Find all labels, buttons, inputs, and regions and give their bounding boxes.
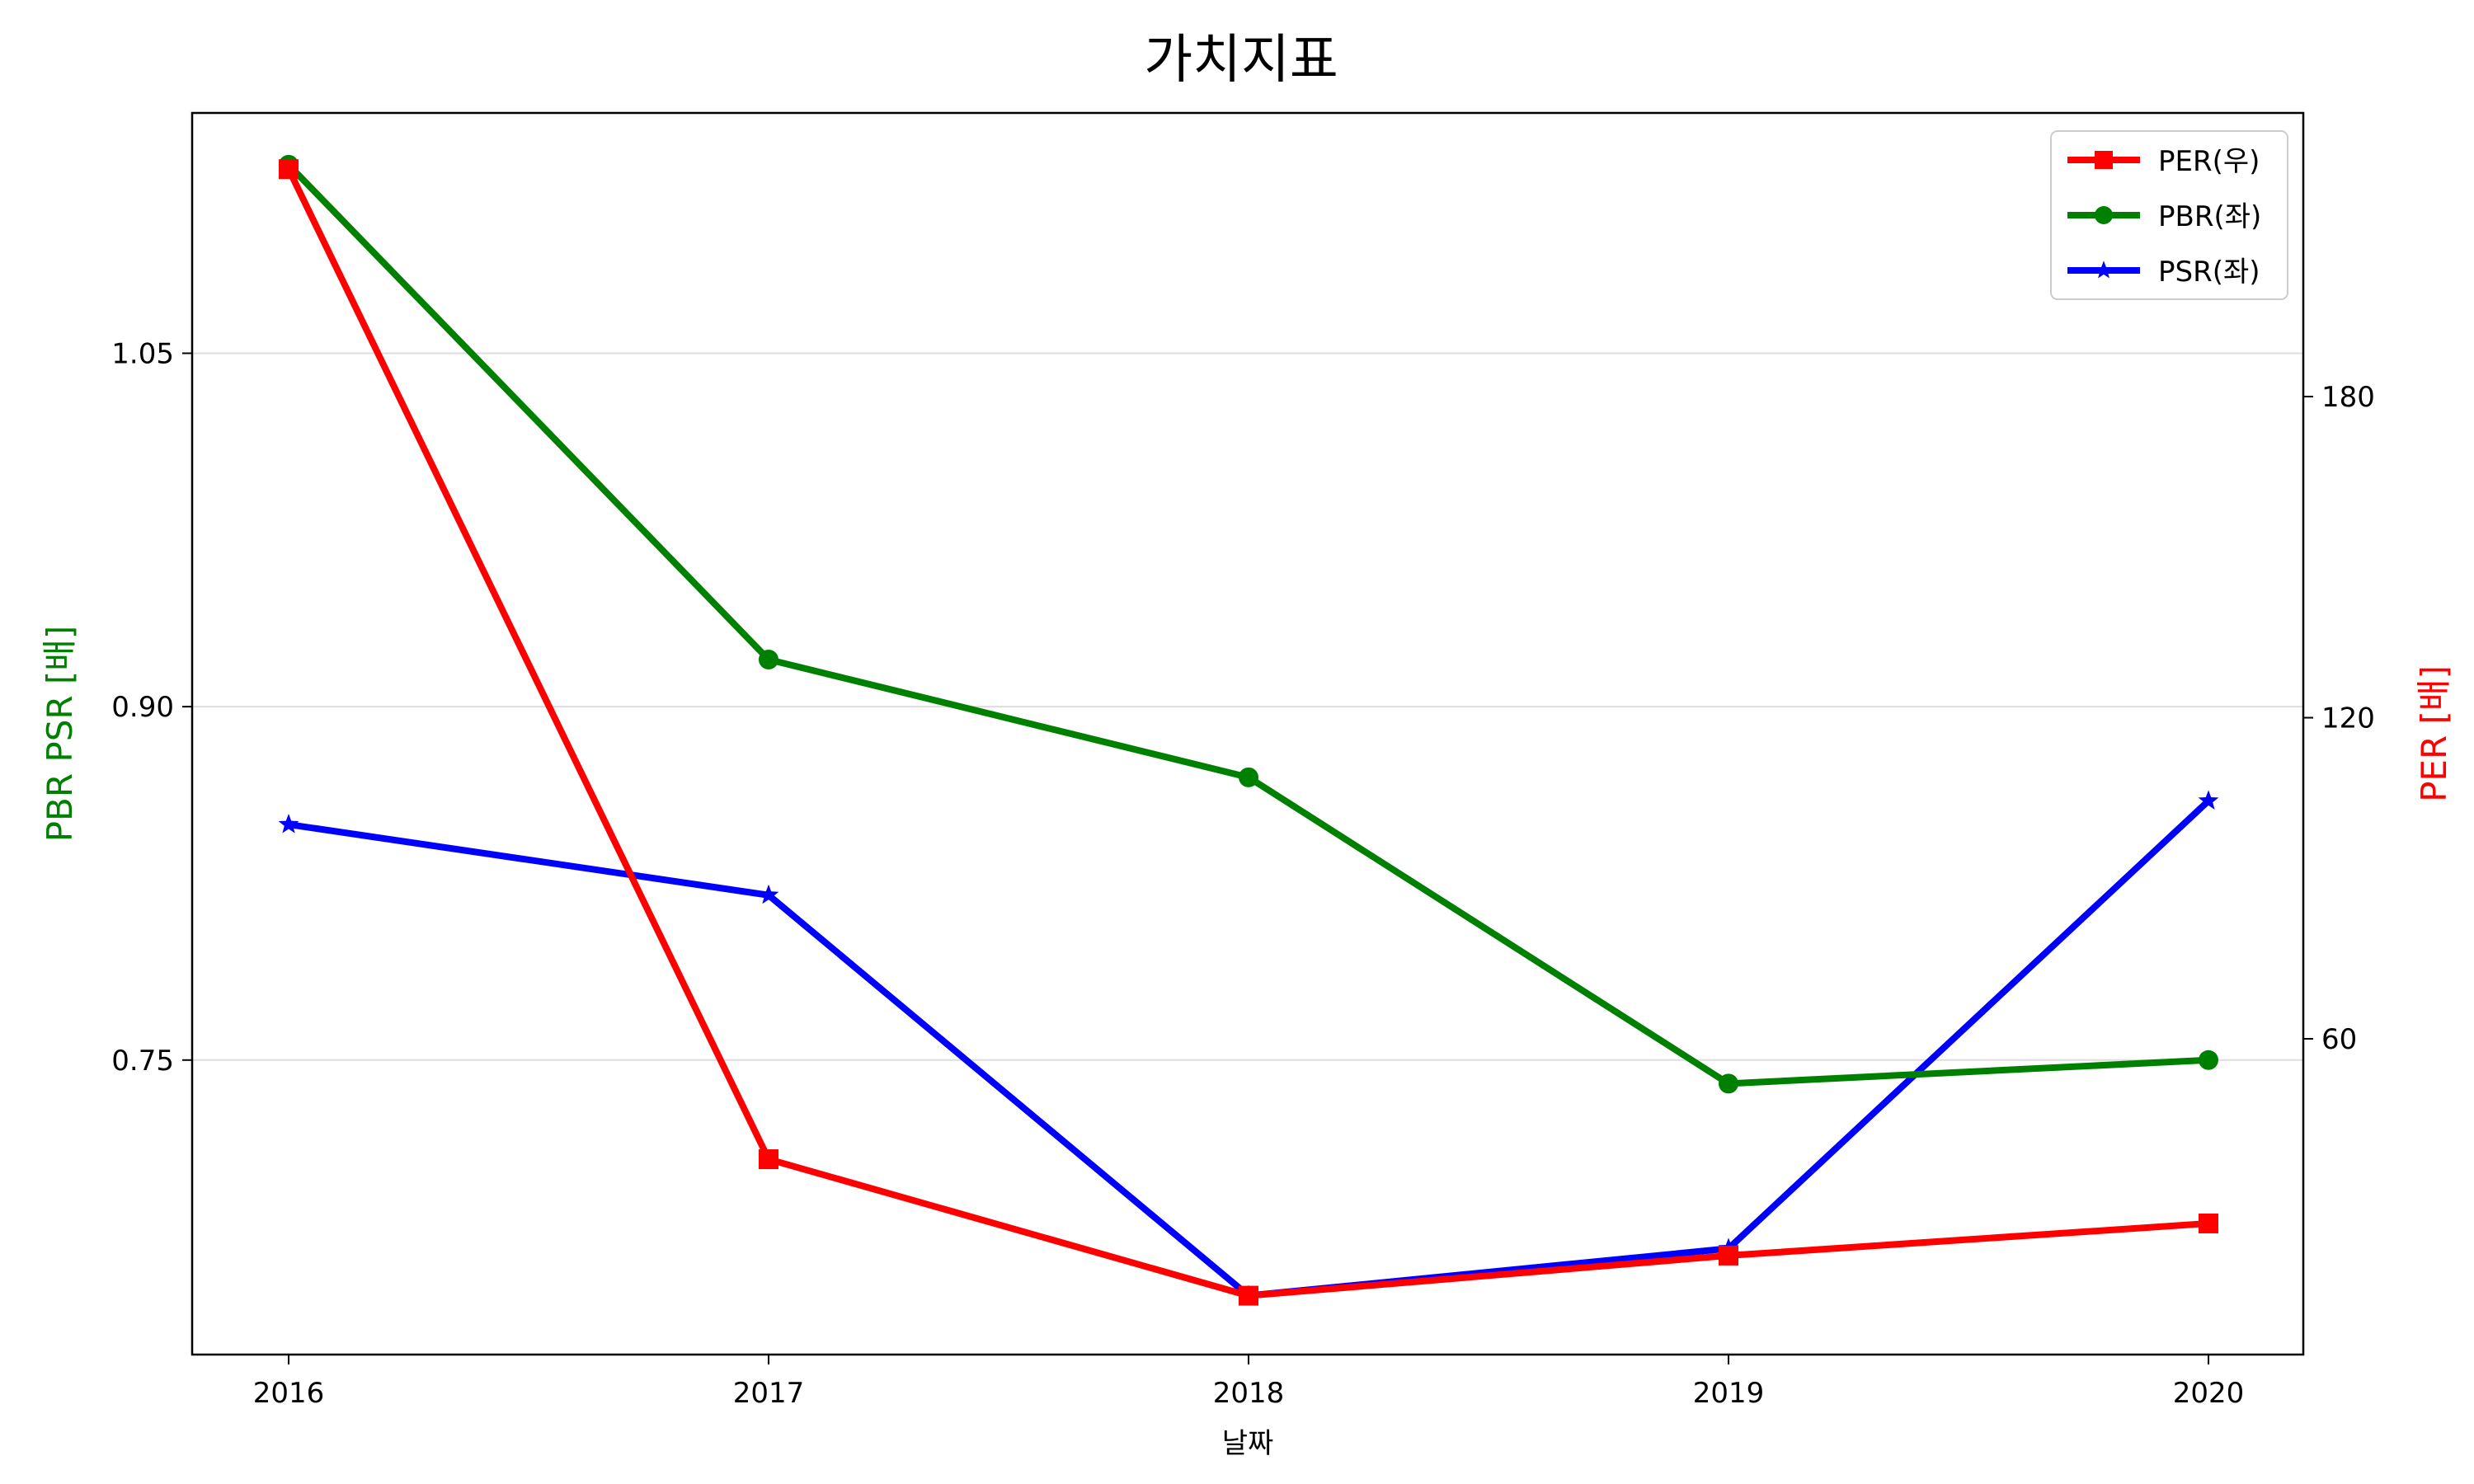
grid-lines bbox=[192, 352, 2303, 1061]
series-layer bbox=[278, 154, 2219, 1306]
data-point bbox=[759, 649, 778, 669]
legend-swatch-marker bbox=[2095, 206, 2113, 224]
y-right-tick-label: 120 bbox=[2321, 702, 2375, 735]
x-tick-label: 2019 bbox=[1693, 1377, 1765, 1410]
series-square bbox=[279, 159, 2218, 1306]
y-left-tick-label: 1.05 bbox=[111, 337, 174, 370]
data-point bbox=[759, 1149, 778, 1170]
x-tick-label: 2016 bbox=[253, 1377, 325, 1410]
data-point bbox=[2199, 1213, 2218, 1233]
x-tick-label: 2017 bbox=[733, 1377, 805, 1410]
legend-swatch-marker bbox=[2095, 151, 2113, 169]
x-tick-label: 2018 bbox=[1213, 1377, 1285, 1410]
data-point bbox=[1719, 1245, 1738, 1266]
y-axis-right-label: PER [배] bbox=[2414, 665, 2454, 802]
legend-label: PER(우) bbox=[2158, 145, 2260, 178]
legend-label: PBR(좌) bbox=[2158, 200, 2261, 233]
data-point bbox=[279, 159, 299, 180]
data-point bbox=[2198, 790, 2219, 810]
data-point bbox=[1719, 1073, 1738, 1094]
y-left-tick-label: 0.75 bbox=[111, 1045, 174, 1078]
data-point bbox=[2199, 1050, 2218, 1070]
data-point bbox=[278, 814, 299, 834]
chart-title: 가치지표 bbox=[1144, 30, 1338, 91]
legend-item: PBR(좌) bbox=[2067, 200, 2261, 233]
legend-item: PSR(좌) bbox=[2067, 256, 2260, 289]
x-axis: 2016 2017 2018 2019 2020 bbox=[253, 1355, 2245, 1410]
y-right-tick-label: 60 bbox=[2321, 1023, 2357, 1056]
x-tick-label: 2020 bbox=[2173, 1377, 2245, 1410]
legend-label: PSR(좌) bbox=[2158, 256, 2260, 289]
y-axis-left-label: PBR PSR [배] bbox=[40, 626, 80, 843]
y-axis-right: 60 120 180 bbox=[2303, 381, 2375, 1056]
legend-item: PER(우) bbox=[2067, 145, 2260, 178]
y-right-tick-label: 180 bbox=[2321, 381, 2375, 414]
legend: PER(우) PBR(좌) PSR(좌) bbox=[2050, 130, 2288, 300]
y-axis-left: 0.75 0.90 1.05 bbox=[111, 337, 192, 1078]
legend-box bbox=[2050, 130, 2288, 300]
x-axis-label: 날짜 bbox=[1222, 1427, 1274, 1460]
data-point bbox=[758, 884, 779, 904]
data-point bbox=[1239, 767, 1258, 787]
data-point bbox=[1239, 1285, 1258, 1306]
y-left-tick-label: 0.90 bbox=[111, 691, 174, 724]
legend-swatch-marker bbox=[2094, 261, 2114, 279]
